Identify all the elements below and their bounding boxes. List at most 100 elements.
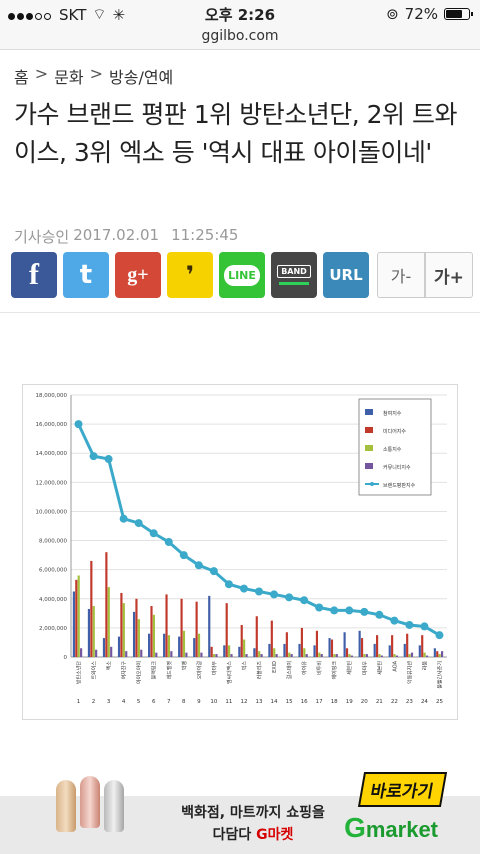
- bar-미디어지수: [210, 646, 213, 657]
- bar-미디어지수: [285, 632, 288, 657]
- bar-커뮤니티지수: [95, 649, 98, 657]
- line-point: [420, 622, 429, 631]
- x-category-label: 라붐: [421, 661, 428, 671]
- divider: [0, 312, 480, 313]
- wifi-icon: ⌔: [92, 5, 107, 23]
- x-category-label: 에이핑크: [331, 661, 338, 680]
- battery-percent: 72%: [404, 5, 438, 23]
- x-number-label: 9: [197, 699, 201, 705]
- ad-cta-button[interactable]: 바로가기: [358, 772, 448, 807]
- font-increase-button[interactable]: 가+: [425, 252, 473, 298]
- loading-icon: ✳: [112, 5, 126, 24]
- googleplus-share-button[interactable]: g+: [115, 252, 161, 298]
- x-category-label: 악동뮤지션: [406, 661, 413, 684]
- x-category-label: 아이오아이: [136, 661, 143, 684]
- x-category-label: 걸스데이: [286, 661, 293, 679]
- bar-참여지수: [87, 608, 91, 657]
- bar-커뮤니티지수: [290, 654, 293, 657]
- bar-참여지수: [223, 645, 226, 657]
- y-tick-label: 6,000,000: [39, 568, 67, 574]
- x-number-label: 24: [421, 699, 428, 705]
- line-share-button[interactable]: LINE: [219, 252, 265, 298]
- breadcrumb-culture[interactable]: 문화: [54, 68, 84, 87]
- facebook-icon: f: [29, 258, 39, 291]
- line-point: [119, 514, 128, 523]
- carrier-label: SKT: [59, 5, 87, 24]
- bar-커뮤니티지수: [305, 654, 308, 657]
- bar-소통지수: [107, 587, 110, 657]
- kakaostory-share-button[interactable]: ❜: [167, 252, 213, 298]
- breadcrumb-broadcast[interactable]: 방송/연예: [109, 68, 174, 87]
- bar-미디어지수: [360, 638, 364, 657]
- ad-line-1: 백화점, 마트까지 쇼핑을: [181, 805, 325, 821]
- facebook-share-button[interactable]: f: [11, 252, 57, 298]
- x-number-label: 14: [271, 699, 278, 705]
- bar-미디어지수: [421, 635, 424, 657]
- x-number-label: 13: [256, 699, 263, 705]
- bar-소통지수: [197, 633, 201, 657]
- bar-미디어지수: [180, 598, 183, 657]
- rotation-lock-icon: ⊚: [386, 5, 399, 23]
- band-share-button[interactable]: BAND: [271, 252, 317, 298]
- battery-icon: [444, 8, 473, 20]
- font-decrease-button[interactable]: 가-: [377, 252, 425, 298]
- bar-소통지수: [258, 651, 261, 657]
- line-point: [405, 620, 414, 629]
- url-bar[interactable]: ggilbo.com: [0, 28, 480, 50]
- line-point: [345, 606, 354, 615]
- twitter-share-button[interactable]: t: [63, 252, 109, 298]
- line-point: [390, 616, 399, 625]
- bar-미디어지수: [270, 620, 273, 657]
- bar-커뮤니티지수: [395, 655, 399, 657]
- bar-소통지수: [288, 652, 291, 657]
- chevron-right-icon: >: [34, 64, 49, 83]
- bar-미디어지수: [120, 592, 123, 657]
- y-tick-label: 12,000,000: [36, 480, 68, 486]
- bar-참여지수: [388, 645, 391, 657]
- bar-소통지수: [152, 614, 155, 657]
- bar-소통지수: [393, 654, 396, 657]
- mic-silver-image: [104, 780, 124, 832]
- line-point: [375, 610, 384, 619]
- bar-참여지수: [102, 638, 106, 657]
- x-number-label: 8: [182, 699, 186, 705]
- bar-커뮤니티지수: [260, 654, 263, 657]
- legend-swatch: [365, 445, 373, 451]
- legend-label: 브랜드평판지수: [383, 482, 416, 489]
- bar-참여지수: [358, 630, 361, 657]
- bar-미디어지수: [391, 635, 394, 657]
- bar-미디어지수: [165, 594, 168, 657]
- breadcrumb-home[interactable]: 홈: [14, 68, 29, 87]
- x-category-label: EXID: [272, 661, 278, 673]
- bar-참여지수: [298, 643, 301, 657]
- bar-미디어지수: [315, 630, 319, 657]
- bar-소통지수: [363, 654, 366, 657]
- gmarket-logo-g: G: [344, 812, 366, 843]
- ad-banner[interactable]: 백화점, 마트까지 쇼핑을 다담다 G마켓 바로가기 Gmarket: [0, 772, 480, 854]
- bar-참여지수: [72, 591, 75, 657]
- bar-미디어지수: [105, 552, 108, 657]
- bar-참여지수: [117, 636, 121, 657]
- url-copy-button[interactable]: URL: [323, 252, 369, 298]
- y-tick-label: 18,000,000: [36, 393, 68, 399]
- x-number-label: 12: [240, 699, 247, 705]
- bar-미디어지수: [300, 627, 303, 657]
- bar-커뮤니티지수: [410, 652, 414, 657]
- bar-커뮤니티지수: [380, 655, 383, 657]
- legend-swatch: [365, 427, 373, 433]
- bar-참여지수: [193, 638, 196, 657]
- legend-label: 커뮤니티지수: [383, 464, 411, 471]
- twitter-icon: t: [79, 260, 93, 290]
- bar-참여지수: [163, 633, 166, 657]
- line-point: [179, 551, 188, 560]
- line-point: [270, 590, 279, 599]
- bar-참여지수: [283, 643, 286, 657]
- bar-미디어지수: [345, 648, 349, 657]
- bar-참여지수: [313, 645, 316, 657]
- x-number-label: 18: [331, 699, 338, 705]
- x-number-label: 6: [152, 699, 156, 705]
- x-number-label: 11: [225, 699, 232, 705]
- bar-미디어지수: [376, 635, 379, 657]
- line-point: [330, 606, 339, 615]
- bar-미디어지수: [75, 579, 78, 657]
